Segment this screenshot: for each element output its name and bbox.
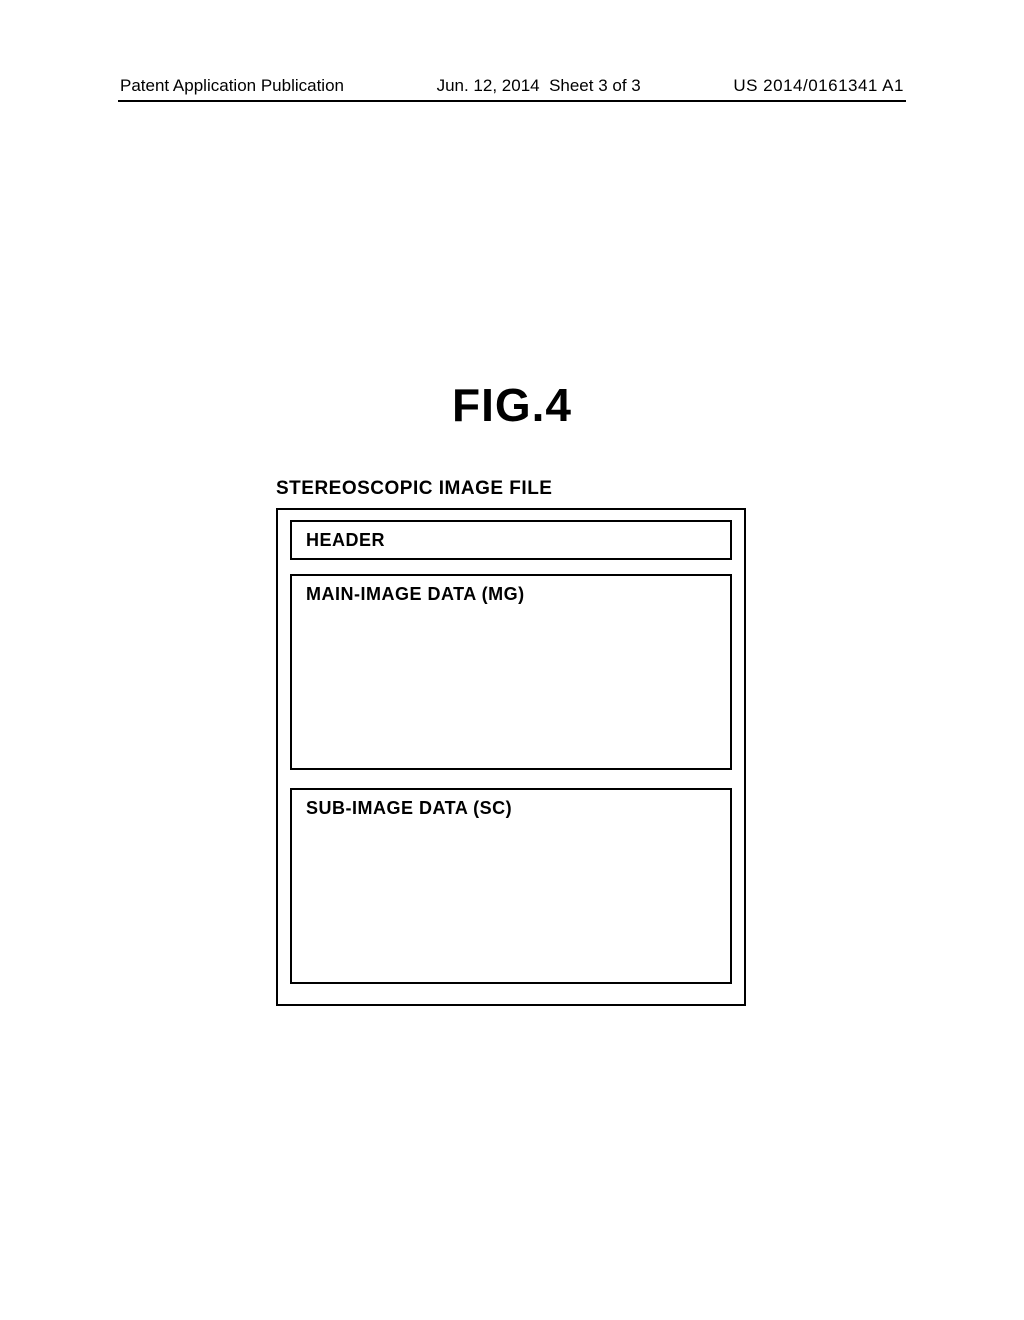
page-header-row: Patent Application Publication Jun. 12, … [0, 76, 1024, 96]
main-image-data-box: MAIN-IMAGE DATA (MG) [290, 574, 732, 770]
file-structure-box: HEADER MAIN-IMAGE DATA (MG) SUB-IMAGE DA… [276, 508, 746, 1006]
sub-image-data-box: SUB-IMAGE DATA (SC) [290, 788, 732, 984]
file-header-box: HEADER [290, 520, 732, 560]
sheet-number: Sheet 3 of 3 [549, 76, 641, 95]
patent-page: Patent Application Publication Jun. 12, … [0, 0, 1024, 1320]
publication-date: Jun. 12, 2014 [437, 76, 540, 95]
publication-type: Patent Application Publication [120, 76, 344, 96]
main-image-data-label: MAIN-IMAGE DATA (MG) [306, 584, 525, 604]
header-divider [118, 100, 906, 102]
diagram-title: STEREOSCOPIC IMAGE FILE [276, 478, 552, 500]
sub-image-data-label: SUB-IMAGE DATA (SC) [306, 798, 512, 818]
date-and-sheet: Jun. 12, 2014 Sheet 3 of 3 [437, 76, 641, 96]
file-header-label: HEADER [306, 530, 385, 550]
publication-number: US 2014/0161341 A1 [733, 76, 904, 96]
figure-label: FIG.4 [0, 378, 1024, 432]
